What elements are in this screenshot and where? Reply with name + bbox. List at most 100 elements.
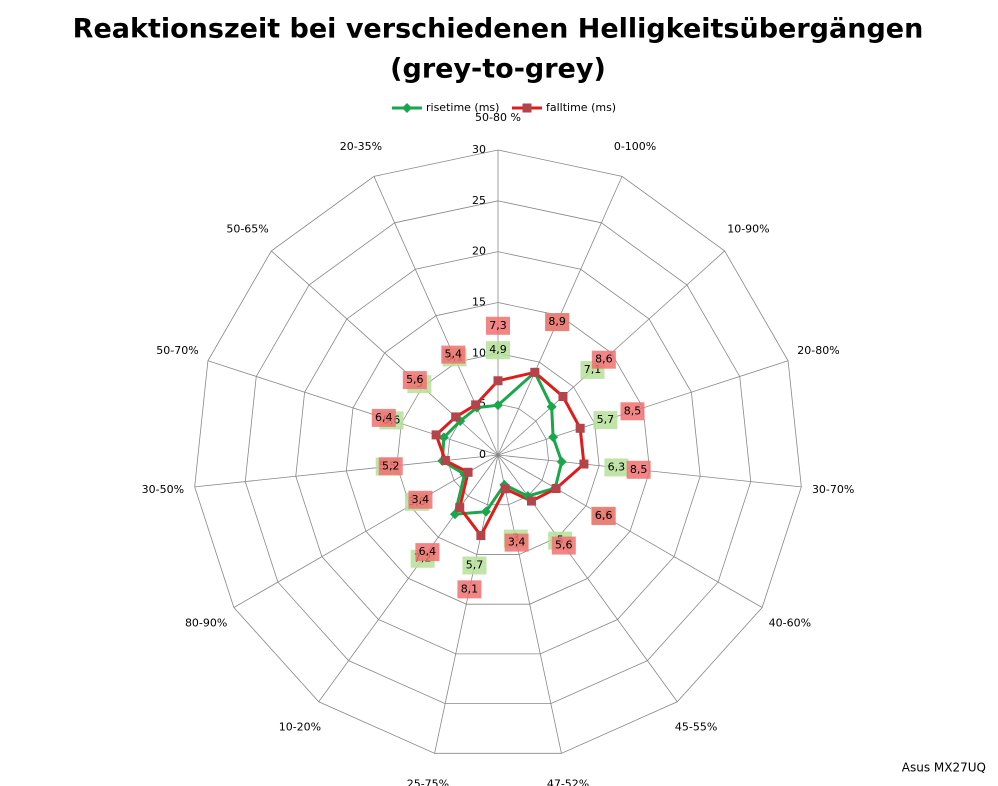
legend-marker <box>402 103 412 113</box>
data-label-bg <box>378 457 403 476</box>
marker <box>546 401 557 412</box>
r-tick-label: 15 <box>472 296 486 309</box>
data-label: 6,3 <box>608 460 626 473</box>
spoke <box>497 454 678 702</box>
data-label: 3,4 <box>508 536 526 549</box>
legend-marker <box>522 103 532 113</box>
marker <box>493 400 503 411</box>
category-label: 20-80% <box>797 344 839 357</box>
annotation: Asus MX27UQ <box>902 761 986 775</box>
category-label: 0-100% <box>614 140 656 153</box>
series-line <box>434 370 586 539</box>
grid-ring <box>194 149 802 754</box>
data-label: 5,6 <box>406 373 424 386</box>
marker <box>556 456 567 467</box>
data-label-bg <box>486 341 510 360</box>
spoke <box>434 454 499 754</box>
data-label-bg <box>371 408 396 427</box>
spoke <box>497 454 562 754</box>
legend-label: risetime (ms) <box>426 101 499 114</box>
data-label-bg <box>457 580 482 599</box>
r-tick-label: 20 <box>472 245 486 258</box>
marker <box>455 503 465 513</box>
marker <box>476 531 486 541</box>
data-label: 6,4 <box>375 411 393 424</box>
spoke <box>207 360 499 456</box>
data-label-bg <box>591 350 616 369</box>
category-label: 25-75% <box>407 778 449 786</box>
data-label: 3,4 <box>412 493 430 506</box>
category-label: 30-50% <box>142 483 184 496</box>
data-label: 8,5 <box>630 463 648 476</box>
r-tick-label: 10 <box>472 346 486 359</box>
spoke <box>318 454 499 702</box>
r-tick-label: 5 <box>479 397 486 410</box>
data-label: 6,6 <box>595 509 613 522</box>
marker <box>431 430 441 440</box>
category-label: 20-35% <box>340 140 382 153</box>
marker <box>493 376 503 386</box>
marker <box>548 432 559 443</box>
r-tick-label: 25 <box>472 194 486 207</box>
marker <box>438 432 449 443</box>
category-label: 10-90% <box>727 223 769 236</box>
data-label: 8,9 <box>548 315 566 328</box>
category-label: 40-60% <box>769 617 811 630</box>
data-label-bg <box>504 533 529 552</box>
category-label: 80-90% <box>185 617 227 630</box>
data-label-bg <box>402 371 427 390</box>
data-label-bg <box>441 345 466 364</box>
legend-label: falltime (ms) <box>546 101 616 114</box>
data-label-bg <box>545 313 570 332</box>
data-label-bg <box>620 402 645 421</box>
marker <box>471 400 481 410</box>
marker <box>463 467 473 477</box>
grid-ring <box>345 302 651 605</box>
data-label-bg <box>486 316 510 335</box>
marker <box>530 367 540 377</box>
marker <box>579 459 589 469</box>
data-label-bg <box>626 460 651 479</box>
marker <box>451 412 461 422</box>
data-label-bg <box>462 556 487 575</box>
chart-title: Reaktionszeit bei verschiedenen Helligke… <box>73 14 924 45</box>
category-label: 50-70% <box>156 344 198 357</box>
category-label: 50-80 % <box>475 111 521 124</box>
data-label-bg <box>591 507 616 526</box>
category-label: 10-20% <box>279 721 321 734</box>
marker <box>526 496 536 506</box>
grid-ring <box>244 200 752 705</box>
data-label: 5,7 <box>466 558 484 571</box>
chart-subtitle: (grey-to-grey) <box>390 54 606 85</box>
data-label: 5,4 <box>445 348 463 361</box>
r-tick-label: 30 <box>472 143 486 156</box>
data-label: 5,2 <box>382 459 400 472</box>
series-line <box>440 369 564 516</box>
data-label-bg <box>604 458 629 477</box>
data-label-bg <box>408 490 433 509</box>
category-label: 30-70% <box>812 483 854 496</box>
spoke <box>194 454 499 488</box>
data-label-bg <box>551 536 576 555</box>
grid-ring <box>295 251 701 655</box>
data-label: 5,7 <box>597 413 615 426</box>
marker <box>480 506 491 517</box>
marker <box>558 391 568 401</box>
marker <box>440 456 450 466</box>
data-label-bg <box>593 411 618 430</box>
data-label: 8,6 <box>595 353 613 366</box>
data-label: 6,4 <box>419 545 437 558</box>
grid-ring <box>396 352 600 555</box>
data-label: 8,1 <box>461 582 479 595</box>
category-label: 45-55% <box>675 721 717 734</box>
r-tick-label: 0 <box>479 448 486 461</box>
marker <box>575 423 585 433</box>
data-label-bg <box>415 543 440 562</box>
data-label: 8,5 <box>624 404 642 417</box>
data-label: 7,3 <box>489 319 507 332</box>
marker <box>500 484 510 494</box>
data-label: 4,9 <box>489 343 507 356</box>
marker <box>551 484 561 494</box>
category-label: 50-65% <box>226 223 268 236</box>
